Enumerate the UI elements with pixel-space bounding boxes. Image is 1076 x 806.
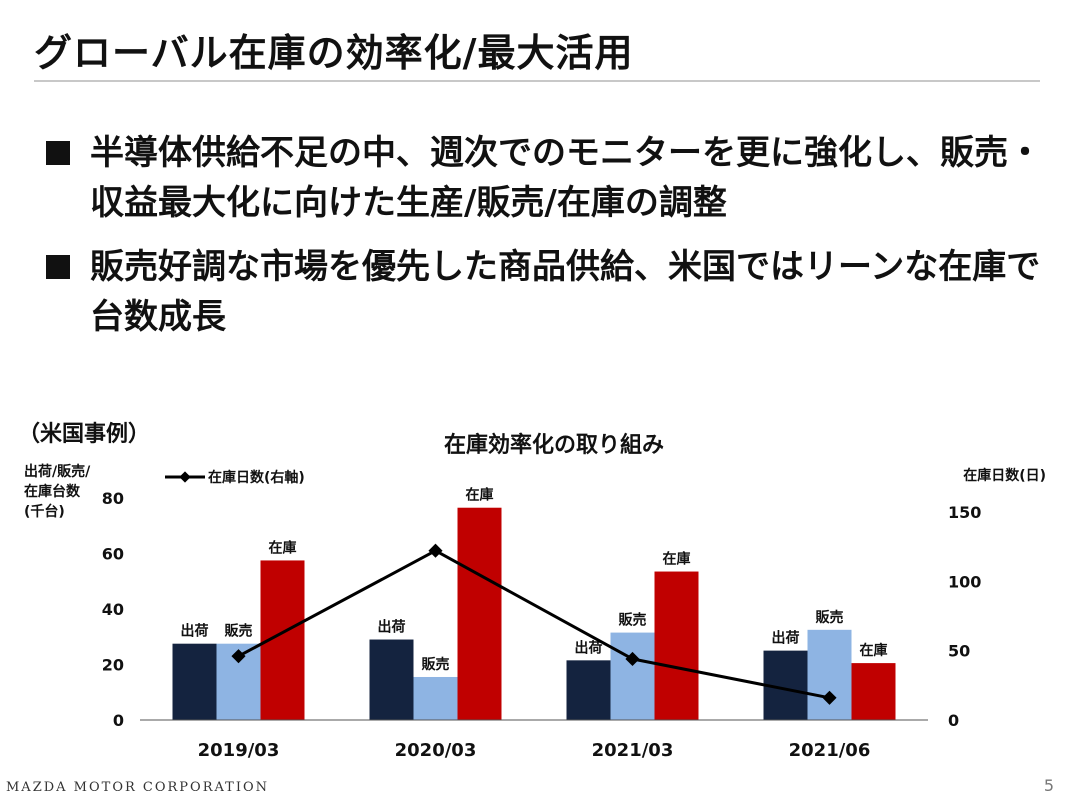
left-tick-label: 60 [102,545,124,564]
right-tick-label: 50 [948,642,970,661]
bar-data-label: 在庫 [269,539,297,556]
bar-販売 [807,629,852,720]
bullet-text: 半導体供給不足の中、週次でのモニターを更に強化し、販売・収益最大化に向けた生産/… [90,133,1042,223]
left-axis-label: (千台) [24,503,65,520]
square-bullet-icon [46,255,70,279]
bar-data-label: 出荷 [772,630,800,647]
bar-出荷 [566,660,611,720]
x-tick-label: 2021/06 [789,740,871,761]
bar-出荷 [369,639,414,720]
chart-title: 在庫効率化の取り組み [444,432,664,458]
x-tick-label: 2021/03 [592,740,674,761]
inventory-days-line [237,549,830,700]
bar-data-label: 在庫 [663,551,691,568]
bar-在庫 [654,571,699,720]
right-axis-label: 在庫日数(日) [963,467,1046,484]
bar-出荷 [172,643,217,720]
right-tick-label: 100 [948,572,981,591]
legend-diamond-icon [179,471,191,483]
bar-data-label: 販売 [816,609,844,626]
inventory-days-point [428,543,443,558]
bar-在庫 [457,507,502,720]
left-axis-label: 出荷/販売/ [24,463,91,480]
bar-data-label: 販売 [225,623,253,640]
bullet-item: 半導体供給不足の中、週次でのモニターを更に強化し、販売・収益最大化に向けた生産/… [46,128,1046,228]
legend-label: 在庫日数(右軸) [208,469,305,486]
bar-data-label: 在庫 [860,642,888,659]
x-tick-label: 2020/03 [395,740,477,761]
bar-data-label: 販売 [422,656,450,673]
title-divider [34,80,1040,82]
left-tick-label: 80 [102,489,124,508]
bar-data-label: 出荷 [378,619,406,636]
bar-在庫 [851,663,896,720]
case-label: （米国事例） [18,422,151,447]
inventory-days-point [231,649,246,664]
slide-title: グローバル在庫の効率化/最大活用 [34,31,634,75]
bullet-text: 販売好調な市場を優先した商品供給、米国ではリーンな在庫で台数成長 [90,247,1041,337]
right-tick-label: 0 [948,711,959,730]
right-tick-label: 150 [948,503,981,522]
bar-data-label: 出荷 [181,623,209,640]
square-bullet-icon [46,141,70,165]
bullet-item: 販売好調な市場を優先した商品供給、米国ではリーンな在庫で台数成長 [46,242,1046,342]
left-tick-label: 40 [102,600,124,619]
left-tick-label: 20 [102,656,124,675]
x-tick-label: 2019/03 [198,740,280,761]
inventory-days-point [822,690,837,705]
page-number: 5 [1043,776,1054,795]
company-footer: MAZDA MOTOR CORPORATION [6,780,269,795]
bar-data-label: 在庫 [466,487,494,504]
bullet-list: 半導体供給不足の中、週次でのモニターを更に強化し、販売・収益最大化に向けた生産/… [46,128,1046,356]
bar-販売 [413,676,458,720]
bar-販売 [610,632,655,720]
bar-data-label: 出荷 [575,639,603,656]
left-axis-label: 在庫台数 [24,483,81,500]
left-tick-label: 0 [113,711,124,730]
bar-data-label: 販売 [619,612,647,629]
inventory-days-point [625,651,640,667]
